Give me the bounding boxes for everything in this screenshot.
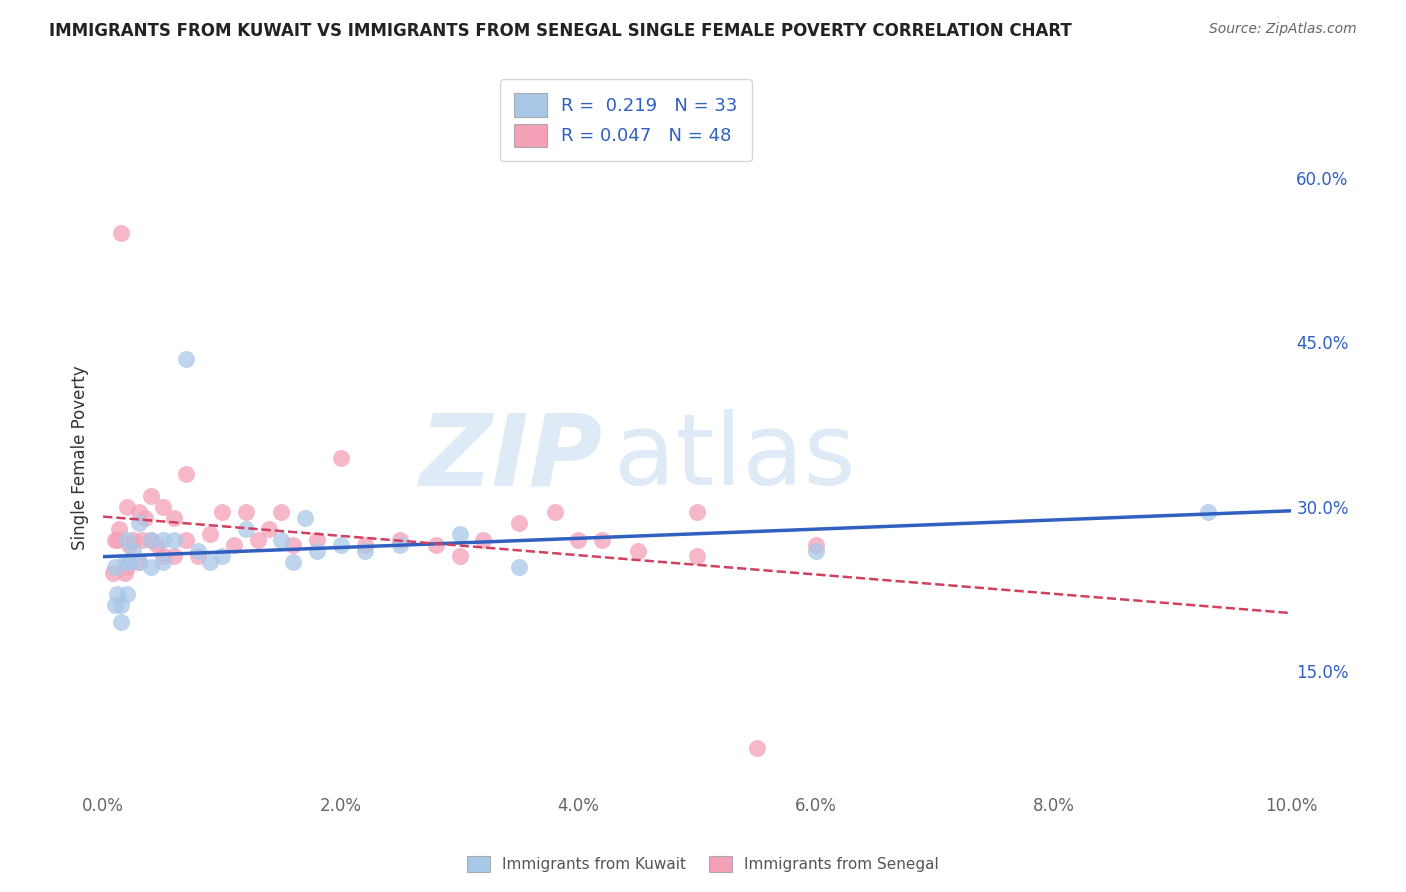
Point [222,538,245,552]
Point [139,489,162,503]
Point [163,533,186,547]
Point [152,533,174,547]
Point [198,527,221,541]
Point [235,522,257,536]
Point [198,555,221,569]
Point [131,533,153,547]
Y-axis label: Single Female Poverty: Single Female Poverty [72,365,89,549]
Legend: R =  0.219   N = 33, R = 0.047   N = 48: R = 0.219 N = 33, R = 0.047 N = 48 [501,78,752,161]
Point [176,351,198,366]
Point [115,500,138,514]
Point [118,555,141,569]
Point [283,555,305,569]
Point [118,538,141,552]
Point [425,538,447,552]
Point [139,533,162,547]
Point [187,543,209,558]
Point [110,226,132,240]
Point [745,740,768,755]
Point [176,533,198,547]
Text: Source: ZipAtlas.com: Source: ZipAtlas.com [1209,22,1357,37]
Legend: Immigrants from Kuwait, Immigrants from Senegal: Immigrants from Kuwait, Immigrants from … [460,848,946,880]
Text: ZIP: ZIP [419,409,602,506]
Point [163,510,186,524]
Point [104,599,127,613]
Point [508,516,530,531]
Point [567,533,589,547]
Point [329,450,352,465]
Point [110,599,132,613]
Point [121,543,143,558]
Point [101,566,124,580]
Point [128,505,150,519]
Point [591,533,613,547]
Point [110,615,132,629]
Point [163,549,186,563]
Point [686,505,709,519]
Point [105,587,128,601]
Point [128,555,150,569]
Point [353,543,375,558]
Point [104,533,127,547]
Point [139,560,162,574]
Point [686,549,709,563]
Point [115,533,138,547]
Point [246,533,269,547]
Point [235,505,257,519]
Point [114,555,136,569]
Point [627,543,650,558]
Point [107,522,129,536]
Point [114,566,136,580]
Point [121,533,143,547]
Point [104,560,127,574]
Point [139,533,162,547]
Point [152,500,174,514]
Point [211,549,233,563]
Point [128,516,150,531]
Point [329,538,352,552]
Point [283,538,305,552]
Point [128,555,150,569]
Text: atlas: atlas [614,409,856,506]
Point [152,555,174,569]
Point [804,538,827,552]
Point [259,522,281,536]
Point [187,549,209,563]
Point [804,543,827,558]
Point [176,467,198,481]
Point [544,505,567,519]
Point [472,533,495,547]
Point [449,527,471,541]
Point [389,538,412,552]
Point [353,538,375,552]
Point [115,560,138,574]
Point [305,543,328,558]
Point [305,533,328,547]
Point [508,560,530,574]
Point [134,510,156,524]
Point [145,538,167,552]
Point [389,533,412,547]
Point [449,549,471,563]
Point [115,587,138,601]
Point [270,505,292,519]
Point [105,533,128,547]
Point [270,533,292,547]
Point [294,510,316,524]
Text: IMMIGRANTS FROM KUWAIT VS IMMIGRANTS FROM SENEGAL SINGLE FEMALE POVERTY CORRELAT: IMMIGRANTS FROM KUWAIT VS IMMIGRANTS FRO… [49,22,1071,40]
Point [211,505,233,519]
Point [1197,505,1219,519]
Point [152,549,174,563]
